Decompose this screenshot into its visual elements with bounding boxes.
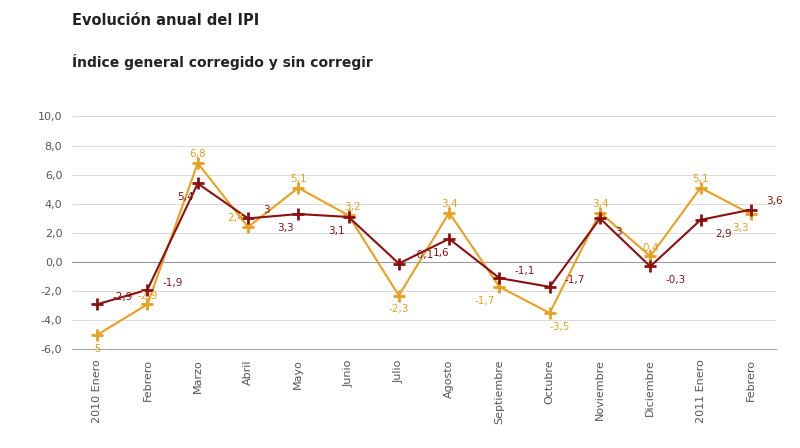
Text: -1,9: -1,9 [162,278,183,288]
Text: -0,1: -0,1 [414,250,434,260]
Text: 3,4: 3,4 [592,199,608,209]
Text: -1,7: -1,7 [565,275,585,284]
Corregido [746,207,756,212]
Text: -3,5: -3,5 [550,322,570,332]
Text: 1,6: 1,6 [434,247,450,258]
Corregido [494,276,504,281]
Sin corregir [444,210,454,215]
Text: 3,2: 3,2 [345,202,361,212]
Text: 3: 3 [615,227,622,237]
Text: 2,4: 2,4 [227,214,244,224]
Corregido [294,211,303,217]
Text: 6,8: 6,8 [190,150,206,159]
Text: -0,3: -0,3 [666,275,686,285]
Text: 3,1: 3,1 [328,226,344,236]
Text: -2,3: -2,3 [389,304,409,314]
Line: Corregido: Corregido [91,178,757,310]
Line: Sin corregir: Sin corregir [91,158,757,340]
Text: 3,3: 3,3 [278,223,294,233]
Sin corregir [193,160,202,166]
Text: Índice general corregido y sin corregir: Índice general corregido y sin corregir [72,54,373,70]
Sin corregir [394,293,404,298]
Sin corregir [92,332,102,338]
Sin corregir [494,284,504,289]
Text: 3,6: 3,6 [766,196,782,206]
Text: 5,4: 5,4 [177,192,194,202]
Text: 0,4: 0,4 [642,243,658,253]
Corregido [142,287,152,293]
Text: 3,4: 3,4 [441,199,458,209]
Sin corregir [646,254,655,259]
Corregido [92,302,102,307]
Corregido [394,261,404,266]
Sin corregir [142,302,152,307]
Text: 3,3: 3,3 [733,223,749,233]
Text: -1,7: -1,7 [474,296,494,306]
Text: -2,9: -2,9 [112,292,133,302]
Text: -2,9: -2,9 [138,291,158,301]
Text: 5,1: 5,1 [290,174,306,184]
Sin corregir [595,210,605,215]
Sin corregir [746,211,756,217]
Corregido [344,214,354,220]
Sin corregir [545,310,554,316]
Text: 5,1: 5,1 [692,174,709,184]
Corregido [444,236,454,241]
Text: 2,9: 2,9 [716,228,732,239]
Sin corregir [243,224,253,230]
Sin corregir [344,213,354,218]
Corregido [193,181,202,186]
Corregido [646,264,655,269]
Text: 3: 3 [263,205,270,215]
Text: -5: -5 [92,344,102,353]
Corregido [696,217,706,223]
Text: -1,1: -1,1 [514,266,535,276]
Sin corregir [294,185,303,190]
Corregido [595,215,605,221]
Corregido [545,284,554,289]
Sin corregir [696,185,706,190]
Corregido [243,215,253,221]
Text: Evolución anual del IPI: Evolución anual del IPI [72,13,259,28]
